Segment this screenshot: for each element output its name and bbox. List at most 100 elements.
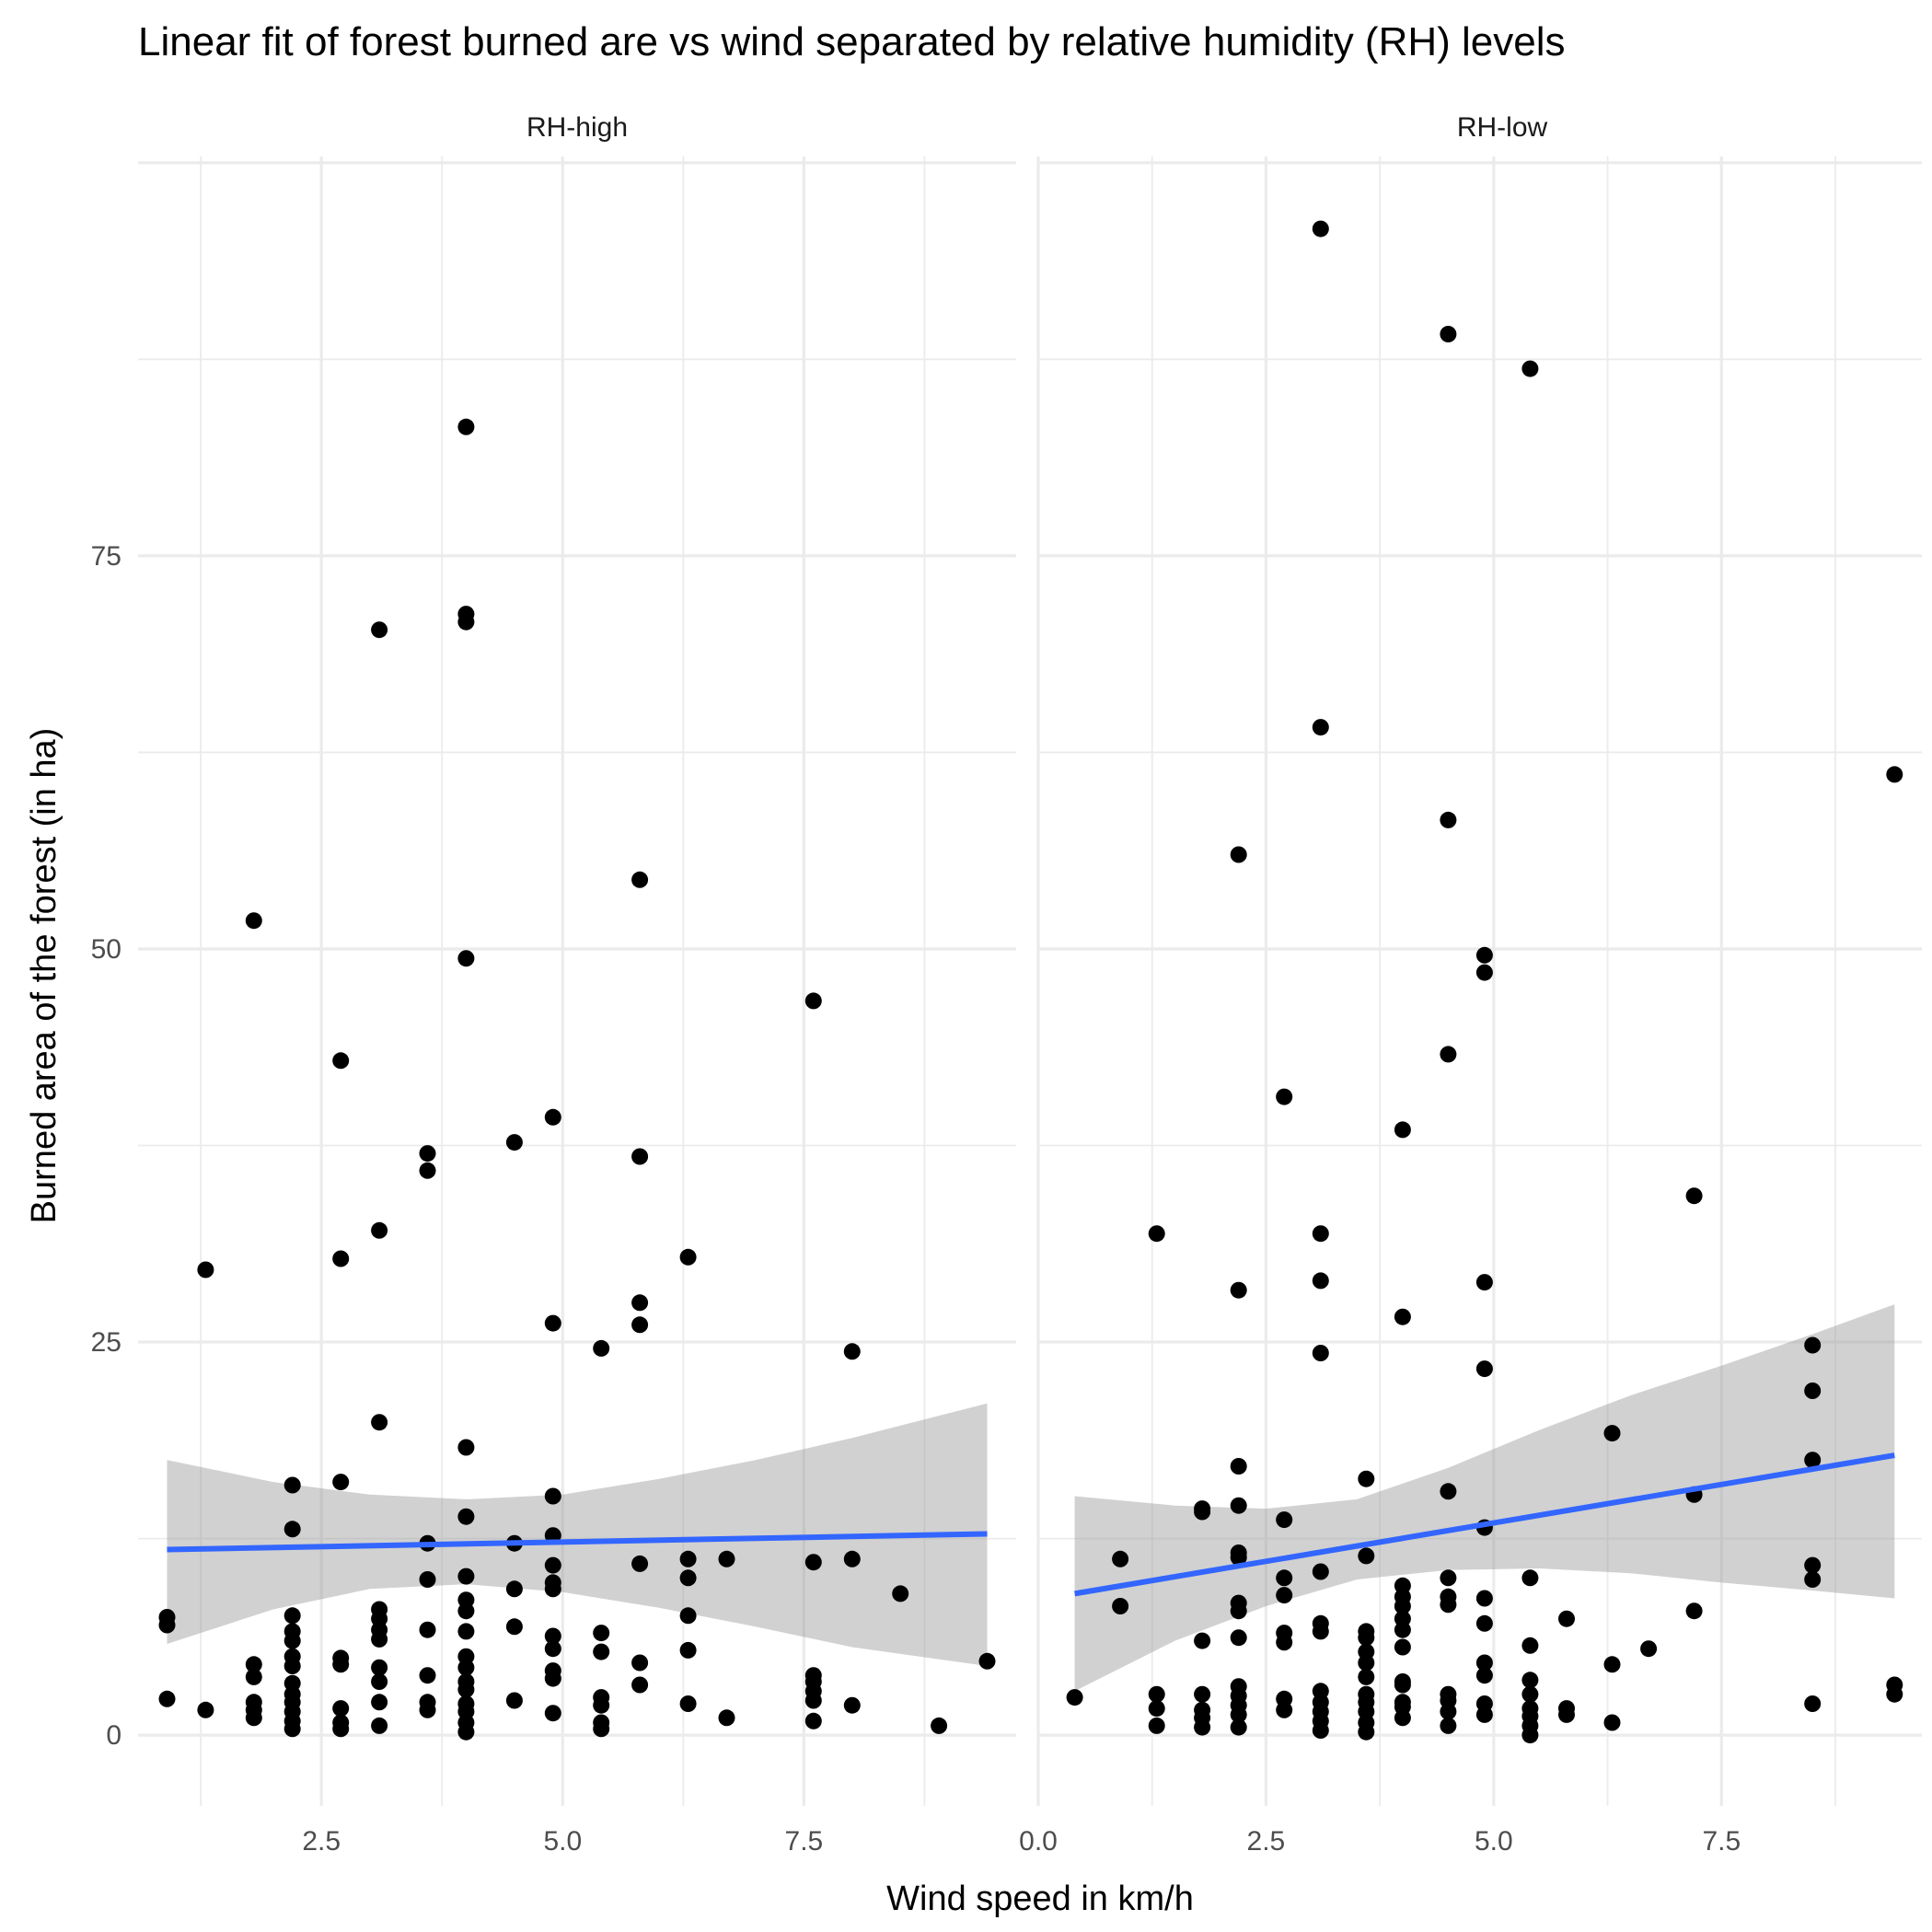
data-point — [197, 1261, 214, 1278]
data-point — [843, 1343, 861, 1360]
data-point — [1603, 1714, 1621, 1731]
data-point — [1804, 1452, 1822, 1469]
x-tick-labels: 2.5 5.0 7.5 — [302, 1826, 823, 1857]
data-point — [1358, 1723, 1375, 1741]
data-point — [245, 912, 262, 930]
y-tick-labels: 0 25 50 75 — [91, 541, 121, 1751]
data-point — [1312, 1563, 1329, 1580]
data-point — [804, 1554, 822, 1571]
data-point — [332, 1700, 350, 1718]
x-tick-label: 7.5 — [785, 1826, 824, 1857]
linear-fit-line — [1074, 1452, 1895, 1597]
data-point — [1112, 1550, 1129, 1568]
data-point — [679, 1607, 697, 1625]
data-point — [419, 1145, 436, 1163]
data-point — [1358, 1654, 1375, 1672]
data-point — [1558, 1610, 1575, 1627]
data-point — [679, 1248, 697, 1266]
data-point — [371, 1673, 388, 1690]
data-point — [505, 1618, 523, 1636]
data-point — [1230, 1629, 1247, 1647]
data-point — [1194, 1718, 1211, 1736]
data-point — [371, 1221, 388, 1239]
data-point — [931, 1717, 948, 1734]
data-point — [419, 1621, 436, 1638]
data-point — [1475, 1590, 1493, 1607]
data-point — [679, 1695, 697, 1712]
data-point — [1194, 1685, 1211, 1703]
data-point — [978, 1652, 996, 1670]
data-point — [544, 1487, 561, 1505]
data-point — [245, 1656, 262, 1673]
data-point — [283, 1476, 301, 1494]
data-point — [679, 1641, 697, 1659]
data-point — [283, 1658, 301, 1674]
data-point — [631, 871, 649, 888]
data-point — [631, 1676, 649, 1694]
data-point — [505, 1692, 523, 1709]
data-point — [1394, 1308, 1411, 1325]
data-point — [593, 1643, 610, 1660]
data-point — [1312, 1345, 1329, 1361]
data-point — [1475, 1274, 1493, 1291]
data-point — [457, 613, 475, 631]
data-point — [1475, 1360, 1493, 1378]
data-point — [1194, 1503, 1211, 1521]
data-point — [631, 1555, 649, 1572]
data-point — [1440, 1483, 1457, 1500]
data-point — [283, 1521, 301, 1538]
data-point — [419, 1667, 436, 1684]
data-point — [1230, 1602, 1247, 1620]
data-point — [197, 1701, 214, 1718]
panel-rh-high: 2.5 5.0 7.5 0 25 50 75 RH-high — [91, 112, 1016, 1857]
data-point — [371, 1659, 388, 1676]
data-point — [1358, 1547, 1375, 1565]
data-point — [457, 1568, 475, 1585]
data-point — [1521, 1569, 1539, 1587]
data-point — [1194, 1632, 1211, 1649]
data-point — [283, 1607, 301, 1625]
data-point — [332, 1656, 350, 1673]
data-point — [371, 621, 388, 639]
panel-grid — [138, 156, 1016, 1806]
data-point — [1521, 1672, 1539, 1689]
x-tick-label: 7.5 — [1702, 1826, 1741, 1857]
data-point — [593, 1696, 610, 1714]
confidence-ribbon — [167, 1403, 988, 1666]
panel-grid — [1036, 156, 1922, 1806]
data-point — [1276, 1587, 1293, 1604]
data-point — [158, 1690, 176, 1707]
data-point — [1394, 1121, 1411, 1139]
data-point — [1394, 1598, 1411, 1614]
data-point — [1394, 1709, 1411, 1727]
data-point — [283, 1720, 301, 1738]
data-point — [457, 1439, 475, 1456]
y-axis-title: Burned area of the forest (in ha) — [25, 728, 64, 1224]
data-point — [1475, 946, 1493, 964]
data-point — [544, 1705, 561, 1722]
x-axis-title: Wind speed in km/h — [886, 1880, 1194, 1918]
data-point — [631, 1316, 649, 1334]
data-point — [332, 1474, 350, 1491]
data-point — [1558, 1706, 1575, 1723]
data-point — [631, 1294, 649, 1312]
data-point — [158, 1616, 176, 1634]
data-point — [1148, 1700, 1165, 1718]
data-point — [283, 1632, 301, 1649]
data-point — [1312, 1225, 1329, 1243]
data-point — [1886, 766, 1903, 783]
panel-strip-label: RH-low — [1457, 112, 1548, 143]
data-point — [457, 1508, 475, 1525]
data-point — [1230, 1718, 1247, 1736]
data-point — [457, 418, 475, 435]
data-point — [505, 1134, 523, 1151]
panel-rh-low: 0.0 2.5 5.0 7.5 RH-low — [1019, 112, 1922, 1857]
data-point — [804, 1712, 822, 1730]
data-point — [804, 1692, 822, 1709]
data-point — [419, 1162, 436, 1179]
data-point — [804, 992, 822, 1010]
data-point — [1804, 1336, 1822, 1354]
data-point — [332, 1250, 350, 1267]
data-point — [1230, 846, 1247, 863]
